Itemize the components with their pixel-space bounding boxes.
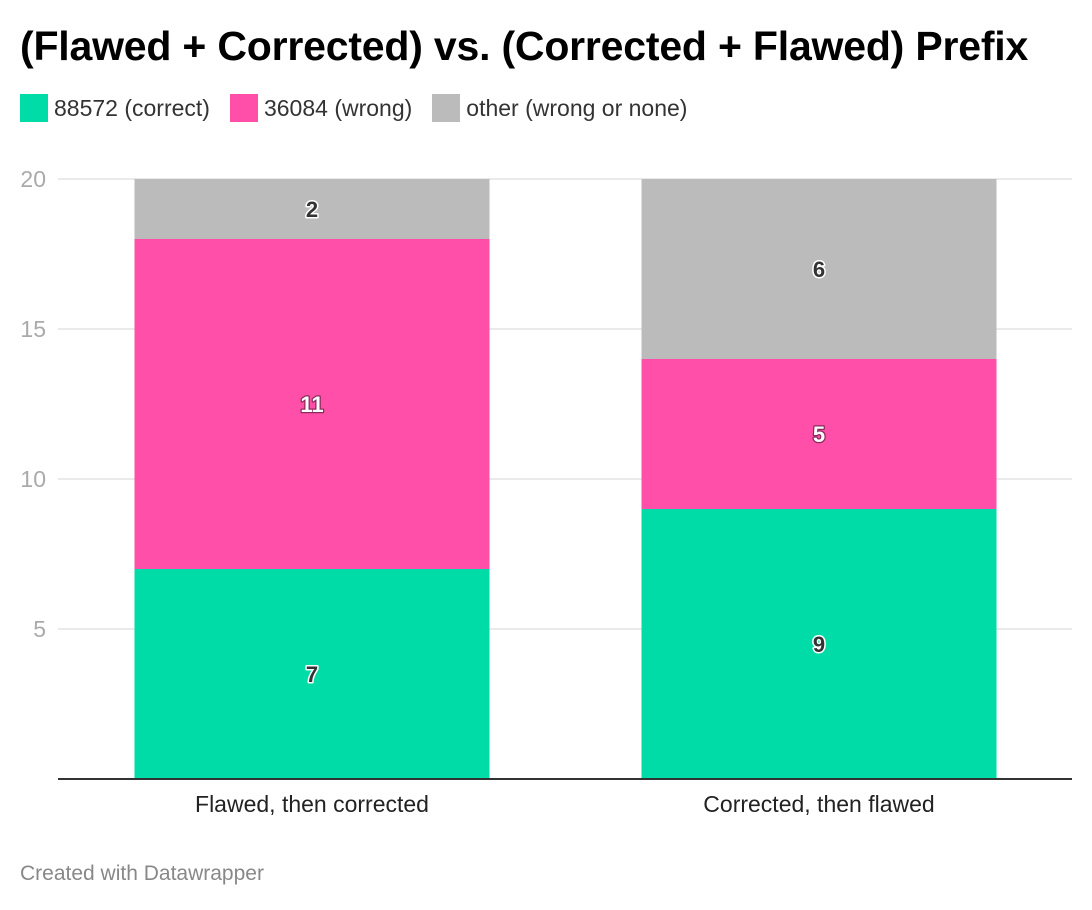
- data-label: 11: [300, 392, 323, 417]
- label-layer: 7 11 2 9 5 6: [299, 196, 827, 689]
- y-tick-label: 5: [33, 616, 46, 642]
- bar-segment-2-2: [641, 359, 997, 509]
- data-label: 2: [306, 197, 318, 222]
- x-category-label: Flawed, then corrected: [195, 791, 429, 817]
- legend-item-other: other (wrong or none): [432, 94, 687, 122]
- bar-segment-1-1: [134, 569, 490, 779]
- bar-segment-1-3: [134, 179, 490, 239]
- chart-title: (Flawed + Corrected) vs. (Corrected + Fl…: [20, 23, 1029, 69]
- data-label: 7: [306, 662, 318, 687]
- legend-swatch-correct: [20, 94, 48, 122]
- legend: 88572 (correct) 36084 (wrong) other (wro…: [20, 92, 707, 124]
- legend-label-other: other (wrong or none): [466, 94, 688, 121]
- y-tick-label: 20: [20, 166, 46, 192]
- y-tick-label: 10: [20, 466, 46, 492]
- bar-segment-2-1: [641, 509, 997, 779]
- legend-label-correct: 88572 (correct): [54, 94, 210, 121]
- axis-layer: 5 10 15 20 Flawed, then corrected Corrected, …: [20, 166, 1072, 817]
- legend-swatch-wrong: [229, 94, 258, 122]
- legend-item-correct: 88572 (correct): [20, 94, 210, 122]
- bar-segment-2-3: [641, 179, 997, 359]
- data-label: 9: [813, 632, 825, 657]
- footer-credit: Created with Datawrapper: [20, 862, 264, 885]
- legend-item-wrong: 36084 (wrong): [229, 94, 413, 122]
- x-category-label: Corrected, then flawed: [703, 791, 934, 817]
- legend-label-wrong: 36084 (wrong): [263, 94, 413, 121]
- bar-segment-1-2: [134, 239, 490, 569]
- bar-layer: [134, 179, 997, 779]
- y-tick-label: 15: [20, 316, 46, 342]
- legend-swatch-other: [432, 94, 461, 122]
- data-label: 5: [813, 422, 825, 447]
- data-label: 6: [813, 257, 825, 282]
